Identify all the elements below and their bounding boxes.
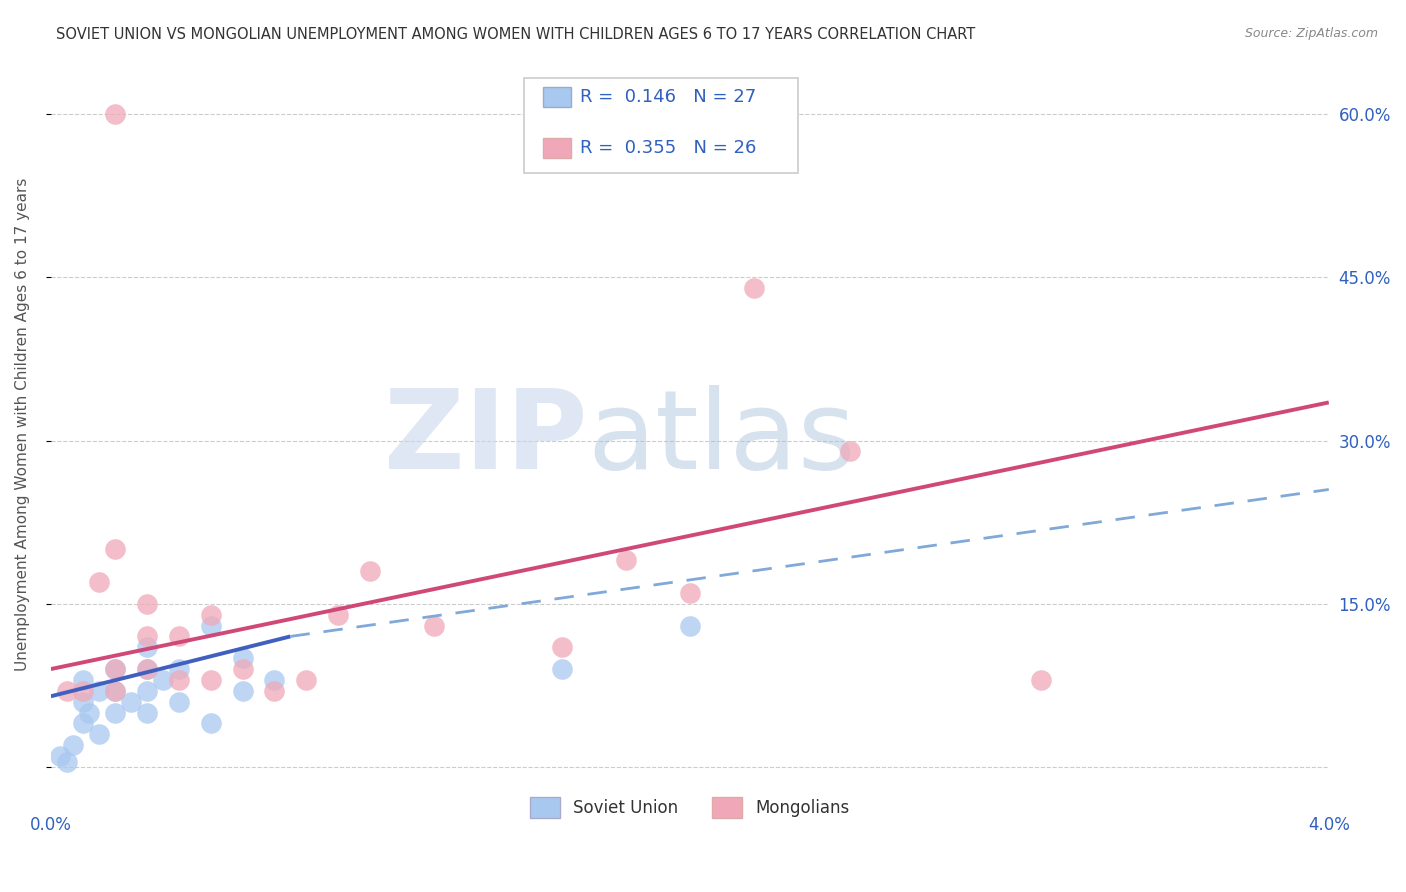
Point bbox=[104, 662, 127, 676]
Point bbox=[104, 542, 127, 557]
FancyBboxPatch shape bbox=[543, 137, 571, 158]
Y-axis label: Unemployment Among Women with Children Ages 6 to 17 years: Unemployment Among Women with Children A… bbox=[15, 178, 30, 671]
Text: Source: ZipAtlas.com: Source: ZipAtlas.com bbox=[1244, 27, 1378, 40]
Point bbox=[56, 755, 79, 769]
Point bbox=[200, 607, 222, 622]
Point bbox=[104, 706, 127, 720]
Text: 4.0%: 4.0% bbox=[1308, 816, 1350, 834]
Point bbox=[328, 607, 350, 622]
Point bbox=[200, 716, 222, 731]
Point bbox=[56, 683, 79, 698]
Point bbox=[742, 281, 765, 295]
Legend: Soviet Union, Mongolians: Soviet Union, Mongolians bbox=[523, 790, 856, 824]
Text: R =  0.146   N = 27: R = 0.146 N = 27 bbox=[579, 87, 756, 106]
Point bbox=[614, 553, 637, 567]
Point bbox=[72, 716, 94, 731]
Point bbox=[135, 683, 157, 698]
Point bbox=[838, 444, 860, 458]
Point bbox=[104, 662, 127, 676]
Point bbox=[87, 683, 110, 698]
Point bbox=[263, 683, 285, 698]
Point bbox=[295, 673, 318, 687]
Point bbox=[120, 695, 142, 709]
Point bbox=[135, 662, 157, 676]
Point bbox=[72, 695, 94, 709]
Point bbox=[200, 618, 222, 632]
Point bbox=[551, 640, 574, 655]
Point bbox=[679, 618, 702, 632]
Text: SOVIET UNION VS MONGOLIAN UNEMPLOYMENT AMONG WOMEN WITH CHILDREN AGES 6 TO 17 YE: SOVIET UNION VS MONGOLIAN UNEMPLOYMENT A… bbox=[56, 27, 976, 42]
Point bbox=[1031, 673, 1053, 687]
Point bbox=[62, 738, 84, 752]
Point bbox=[104, 683, 127, 698]
Point bbox=[167, 695, 190, 709]
Point bbox=[135, 662, 157, 676]
Point bbox=[87, 574, 110, 589]
Point bbox=[167, 662, 190, 676]
Text: 0.0%: 0.0% bbox=[30, 816, 72, 834]
Point bbox=[135, 597, 157, 611]
Point bbox=[72, 683, 94, 698]
Point bbox=[167, 629, 190, 643]
Point bbox=[135, 629, 157, 643]
Point bbox=[679, 586, 702, 600]
Point bbox=[104, 683, 127, 698]
Point bbox=[77, 706, 100, 720]
Point bbox=[135, 640, 157, 655]
Point bbox=[423, 618, 446, 632]
Point bbox=[359, 564, 381, 578]
Text: R =  0.355   N = 26: R = 0.355 N = 26 bbox=[579, 139, 756, 157]
Point bbox=[231, 662, 253, 676]
Point bbox=[104, 107, 127, 121]
FancyBboxPatch shape bbox=[543, 87, 571, 107]
Point bbox=[263, 673, 285, 687]
Text: ZIP: ZIP bbox=[384, 385, 588, 492]
Point bbox=[72, 673, 94, 687]
Point bbox=[167, 673, 190, 687]
FancyBboxPatch shape bbox=[523, 78, 799, 173]
Point bbox=[200, 673, 222, 687]
Point bbox=[551, 662, 574, 676]
Point bbox=[152, 673, 174, 687]
Point bbox=[135, 706, 157, 720]
Point bbox=[87, 727, 110, 741]
Text: atlas: atlas bbox=[588, 385, 856, 492]
Point bbox=[231, 651, 253, 665]
Point bbox=[231, 683, 253, 698]
Point bbox=[49, 749, 72, 764]
